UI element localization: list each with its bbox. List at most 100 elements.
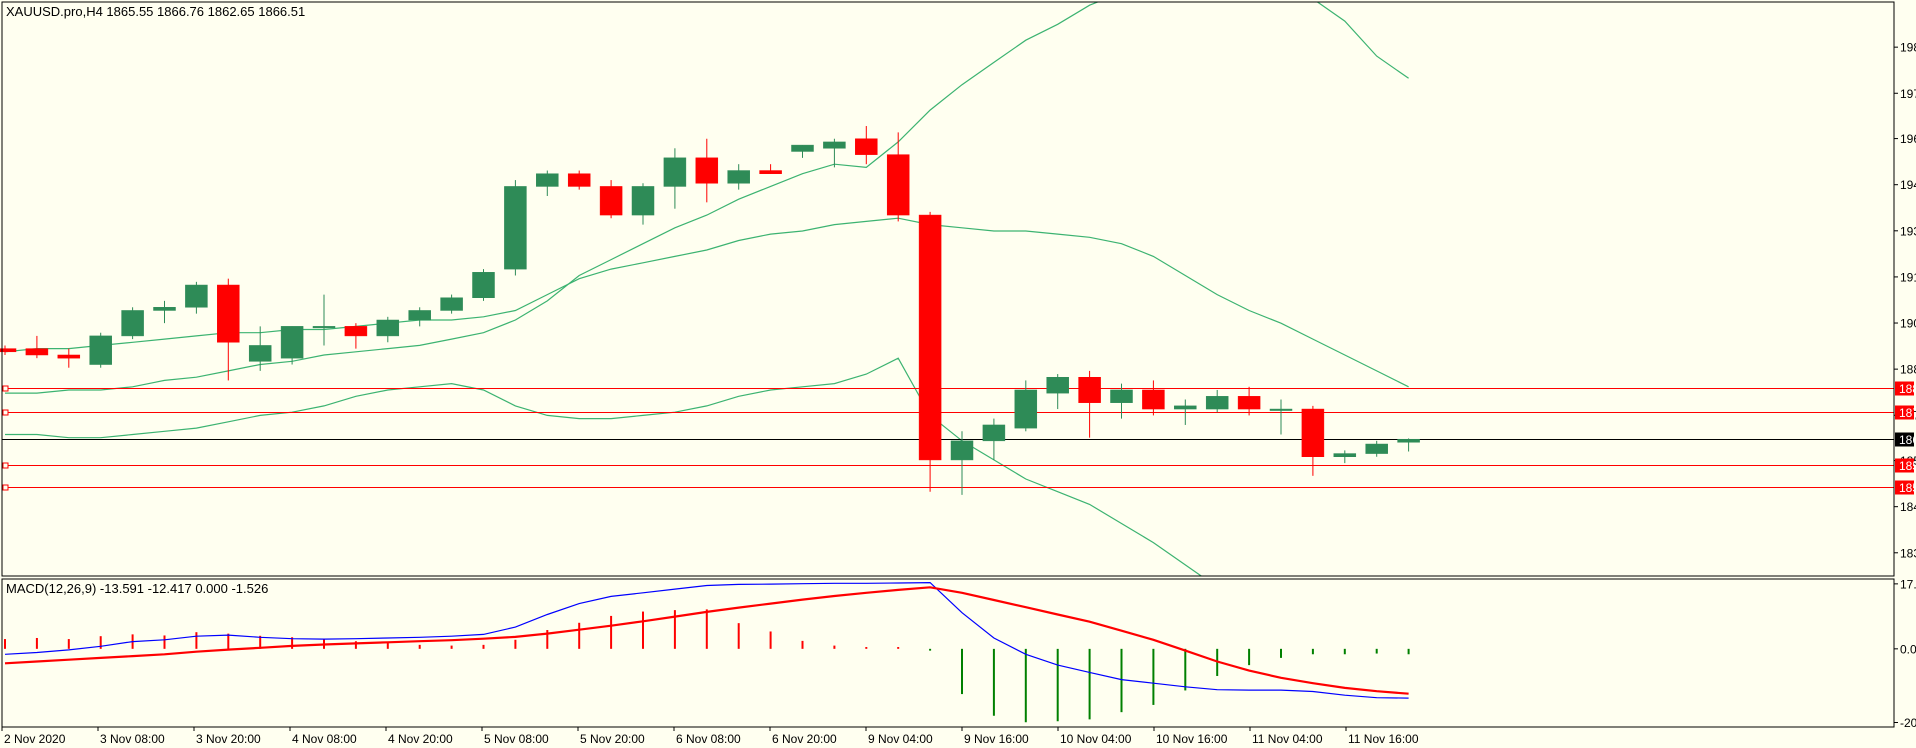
level-anchor-handle[interactable]: [2, 385, 9, 392]
time-axis: 2 Nov 2020 3 Nov 08:00 3 Nov 20:00 4 Nov 08…: [1, 727, 1419, 746]
price-tick-label: 1989.80: [1900, 41, 1916, 55]
macd-pane-frame: [1, 578, 1895, 728]
level-anchor-handle[interactable]: [2, 409, 9, 416]
band-upper-line: [5, 2, 1409, 394]
time-tick-label: 4 Nov 08:00: [292, 732, 357, 746]
macd-signal-line: [4, 586, 1409, 695]
candle-bull: [536, 173, 559, 187]
time-tick-label: 6 Nov 08:00: [676, 732, 741, 746]
candle-bear: [1142, 389, 1165, 410]
candle-bull: [727, 170, 750, 184]
candle-bull: [823, 141, 846, 149]
level-price-label: 1882.74: [1899, 382, 1916, 396]
candle-bear: [599, 186, 623, 216]
candle-bull: [185, 284, 208, 308]
candle-bull: [1333, 453, 1357, 457]
candle-bull: [1365, 443, 1388, 454]
macd-main-line: [4, 581, 1409, 699]
time-tick-label: 5 Nov 20:00: [580, 732, 645, 746]
candle-bull: [1397, 438, 1420, 443]
price-tick-label: 1961.05: [1900, 132, 1916, 146]
macd-tick-label: -20.358: [1900, 716, 1916, 730]
pane-frames: [1, 1, 1895, 728]
time-tick-label: 5 Nov 08:00: [484, 732, 549, 746]
price-tick-label: 1946.55: [1900, 178, 1916, 192]
time-tick-label: 4 Nov 20:00: [388, 732, 453, 746]
macd-header: MACD(12,26,9) -13.591 -12.417 0.000 -1.5…: [6, 581, 268, 596]
candle-bear: [567, 173, 591, 187]
level-price-label: 1874.94: [1899, 406, 1916, 420]
candle-bull: [1110, 389, 1133, 403]
time-tick-label: 9 Nov 16:00: [964, 732, 1029, 746]
price-tick-label: 1975.30: [1900, 87, 1916, 101]
candle-bull: [663, 157, 687, 187]
level-price-tag: [1895, 381, 1914, 396]
candle-bull: [472, 272, 495, 298]
time-tick-label: 2 Nov 2020: [4, 732, 66, 746]
candle-bull: [982, 424, 1006, 442]
candle-bull: [1205, 396, 1229, 410]
candle-bull: [248, 345, 272, 362]
candle-bull: [153, 307, 176, 311]
macd-tick-label: 17.956: [1900, 577, 1916, 591]
price-tick-label: 1830.80: [1900, 546, 1916, 560]
level-price-tag: [1895, 405, 1914, 420]
candle-bull: [1046, 376, 1069, 394]
candle-bear: [855, 138, 878, 155]
candle-bull: [376, 319, 400, 337]
candle-bear: [0, 348, 17, 353]
price-pane[interactable]: [0, 0, 1894, 698]
candle-bull: [280, 326, 304, 359]
candle-bull: [1174, 405, 1197, 410]
candle-bull: [950, 440, 974, 461]
level-anchor-handle[interactable]: [2, 462, 9, 469]
level-price-tag: [1895, 480, 1914, 495]
time-tick-label: 11 Nov 16:00: [1348, 732, 1419, 746]
candle-bull: [121, 310, 144, 337]
time-tick-label: 3 Nov 08:00: [100, 732, 165, 746]
candle-bear: [695, 157, 719, 184]
level-price-label: 1858.48: [1899, 459, 1916, 473]
price-tick-label: 1903.05: [1900, 317, 1916, 331]
candle-bear: [57, 354, 81, 359]
candle-bull: [791, 144, 814, 152]
candle-bull: [1269, 408, 1293, 411]
candle-bull: [631, 186, 655, 216]
price-pane-frame: [1, 1, 1895, 577]
time-tick-label: 6 Nov 20:00: [772, 732, 837, 746]
band-lower-line: [5, 357, 1203, 576]
candle-bull: [312, 326, 336, 329]
macd-pane[interactable]: [4, 581, 1410, 723]
macd-axis: 17.956 0.00 -20.358: [1894, 577, 1916, 730]
candle-bear: [1078, 376, 1101, 403]
chart-header: XAUUSD.pro,H4 1865.55 1866.76 1862.65 18…: [6, 4, 305, 19]
candle-bear: [344, 326, 368, 337]
price-tick-label: 1888.55: [1900, 363, 1916, 377]
time-tick-label: 9 Nov 04:00: [868, 732, 933, 746]
time-tick-label: 3 Nov 20:00: [196, 732, 261, 746]
macd-lines: [4, 581, 1409, 699]
candle-bull: [504, 186, 527, 270]
current-price-label: 1866.51: [1899, 433, 1916, 447]
time-tick-label: 10 Nov 16:00: [1156, 732, 1228, 746]
candle-bear: [1237, 396, 1261, 410]
candle-bear: [25, 348, 49, 356]
level-price-tag: [1895, 458, 1914, 473]
level-anchor-handle[interactable]: [2, 484, 9, 491]
horizontal-levels[interactable]: [2, 385, 1894, 491]
candle-bull: [440, 297, 463, 311]
candles: [0, 126, 1420, 495]
candle-bear: [886, 154, 910, 216]
price-tick-label: 1932.05: [1900, 224, 1916, 238]
price-tick-label: 1917.55: [1900, 270, 1916, 284]
candle-bear: [1301, 408, 1325, 457]
candle-bull: [89, 335, 112, 365]
price-tick-label: 1845.30: [1900, 500, 1916, 514]
candle-bull: [408, 310, 431, 321]
time-tick-label: 10 Nov 04:00: [1060, 732, 1132, 746]
candle-bear: [217, 284, 240, 343]
candle-bear: [759, 170, 782, 174]
